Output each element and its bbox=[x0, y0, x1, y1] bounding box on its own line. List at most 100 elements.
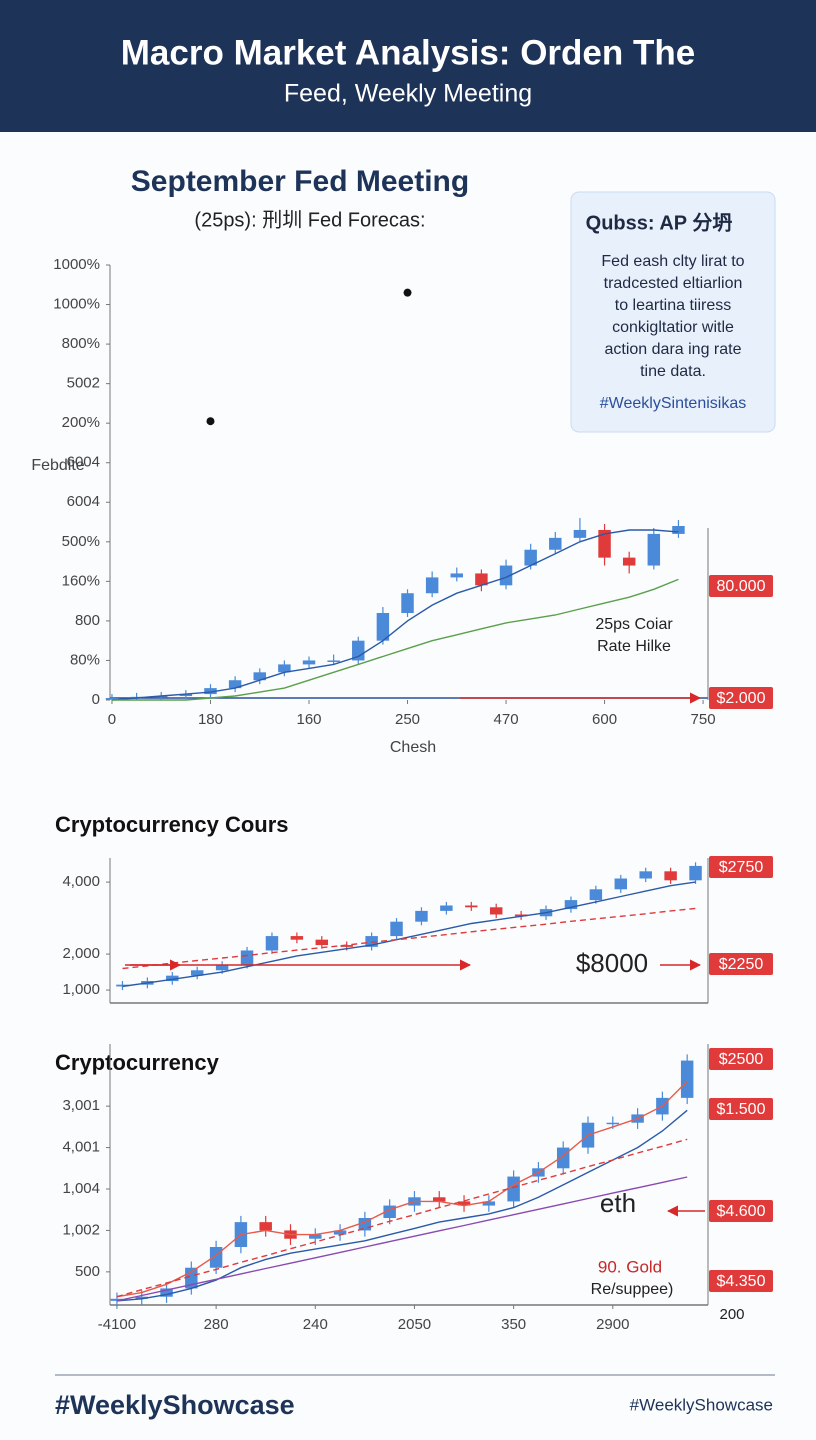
chart-title: September Fed Meeting bbox=[131, 165, 469, 198]
y-tick-label: 80% bbox=[70, 651, 100, 668]
annotation: 25ps Coiar bbox=[595, 616, 673, 633]
y-tick-label: 1000% bbox=[53, 256, 100, 273]
candle-body bbox=[614, 878, 628, 890]
price-tag-label: $1.500 bbox=[717, 1101, 766, 1118]
candle-body bbox=[228, 680, 242, 689]
y-tick-label: 500% bbox=[62, 533, 100, 550]
x-tick-label: 750 bbox=[691, 711, 716, 728]
candle-body bbox=[622, 557, 636, 566]
y-tick-label: 0 bbox=[92, 691, 100, 708]
candle-body bbox=[556, 1147, 570, 1169]
candle-body bbox=[606, 1122, 620, 1125]
y-tick-label: 4,000 bbox=[62, 873, 100, 890]
price-tag-label: $4.350 bbox=[717, 1273, 766, 1290]
candle-body bbox=[278, 664, 291, 673]
candle-body bbox=[105, 698, 119, 700]
candle-body bbox=[179, 694, 193, 697]
y-tick-label: 160% bbox=[62, 572, 100, 589]
candle-body bbox=[524, 549, 537, 566]
info-line: Fed eash clty lirat to bbox=[601, 253, 744, 270]
y-tick-label: 1,002 bbox=[62, 1221, 100, 1238]
candle-body bbox=[204, 688, 217, 695]
candle-body bbox=[240, 950, 254, 965]
candle-body bbox=[116, 984, 129, 987]
header-title: Macro Market Analysis: Orden The bbox=[121, 33, 695, 72]
candle-body bbox=[598, 529, 611, 558]
candle-body bbox=[315, 939, 329, 946]
annotation-big: eth bbox=[600, 1188, 636, 1218]
candle-body bbox=[475, 573, 488, 586]
y-tick-label: 4,001 bbox=[62, 1139, 100, 1156]
scatter-point bbox=[403, 288, 412, 297]
price-tag-label: $2.000 bbox=[717, 690, 766, 707]
candle-body bbox=[166, 975, 179, 982]
y-tick-label: 1000% bbox=[53, 296, 100, 313]
price-tag-label: $2500 bbox=[719, 1051, 764, 1068]
candle-body bbox=[401, 593, 414, 613]
candle-body bbox=[110, 1298, 124, 1301]
candle-body bbox=[457, 1201, 471, 1206]
candle-body bbox=[365, 936, 378, 947]
x-tick-label: 180 bbox=[198, 711, 223, 728]
chart-title: Cryptocurrency Cours bbox=[55, 812, 289, 837]
candle-body bbox=[440, 905, 453, 911]
price-tag bbox=[709, 856, 773, 878]
trend-line bbox=[116, 1138, 688, 1298]
y-tick-label: 200% bbox=[62, 414, 100, 431]
candle-body bbox=[309, 1234, 322, 1239]
y-tick-label: 1,004 bbox=[62, 1180, 100, 1197]
info-lines: Fed eash clty lirat to tradcested eltiarl… bbox=[601, 253, 744, 380]
info-line: conkigltatior witle bbox=[612, 319, 734, 336]
x-tick-label: 2900 bbox=[596, 1316, 629, 1333]
candle-body bbox=[507, 1176, 520, 1202]
x-tick-label: 0 bbox=[108, 711, 116, 728]
x-tick-label: 280 bbox=[204, 1316, 229, 1333]
x-tick-label: 240 bbox=[303, 1316, 328, 1333]
price-tag-label: $2750 bbox=[719, 859, 764, 876]
price-tag bbox=[709, 687, 773, 709]
price-tag bbox=[709, 1270, 773, 1292]
candle-body bbox=[482, 1201, 496, 1206]
candle-body bbox=[302, 660, 316, 665]
header-subtitle: Feed, Weekly Meeting bbox=[284, 80, 532, 108]
candle-body bbox=[390, 921, 403, 937]
trend-line bbox=[112, 578, 679, 701]
footer-left: #WeeklyShowcase bbox=[55, 1390, 295, 1420]
candle-body bbox=[215, 964, 229, 971]
candle-body bbox=[564, 900, 578, 910]
chart-title: Cryptocurrency bbox=[55, 1050, 220, 1075]
candle-body bbox=[672, 526, 685, 534]
trend-line bbox=[111, 529, 679, 701]
candle-body bbox=[160, 1288, 173, 1297]
footer-right: #WeeklyShowcase bbox=[630, 1395, 773, 1414]
candle-body bbox=[376, 613, 390, 641]
candle-body bbox=[573, 529, 587, 538]
info-line: tradcested eltiarlion bbox=[604, 275, 743, 292]
y-tick-label: 2,000 bbox=[62, 945, 100, 962]
candle-body bbox=[639, 871, 652, 879]
candle-body bbox=[259, 1222, 272, 1231]
candle-body bbox=[680, 1060, 694, 1098]
x-tick-label: 470 bbox=[494, 711, 519, 728]
candle-body bbox=[499, 565, 513, 586]
candle-body bbox=[154, 696, 168, 698]
candle-body bbox=[549, 537, 562, 550]
trend-line bbox=[116, 1080, 688, 1298]
y-tick-label: 500 bbox=[75, 1263, 100, 1280]
info-line: tine data. bbox=[640, 363, 706, 380]
x-axis-label: Chesh bbox=[390, 739, 436, 756]
price-tag-label: 80.000 bbox=[717, 578, 766, 595]
info-title: Qubss: AP 分坍 bbox=[586, 211, 733, 234]
price-tag-label: $2250 bbox=[719, 956, 764, 973]
x-tick-label: -4100 bbox=[98, 1316, 136, 1333]
trend-line bbox=[116, 1176, 688, 1302]
y-tick-label: 3,001 bbox=[62, 1097, 100, 1114]
candle-body bbox=[190, 970, 204, 976]
candle-body bbox=[450, 573, 464, 578]
candle-body bbox=[425, 577, 439, 594]
candle-body bbox=[664, 871, 677, 881]
candle-body bbox=[465, 905, 478, 908]
price-tag bbox=[709, 1048, 773, 1070]
candle-body bbox=[253, 672, 266, 681]
